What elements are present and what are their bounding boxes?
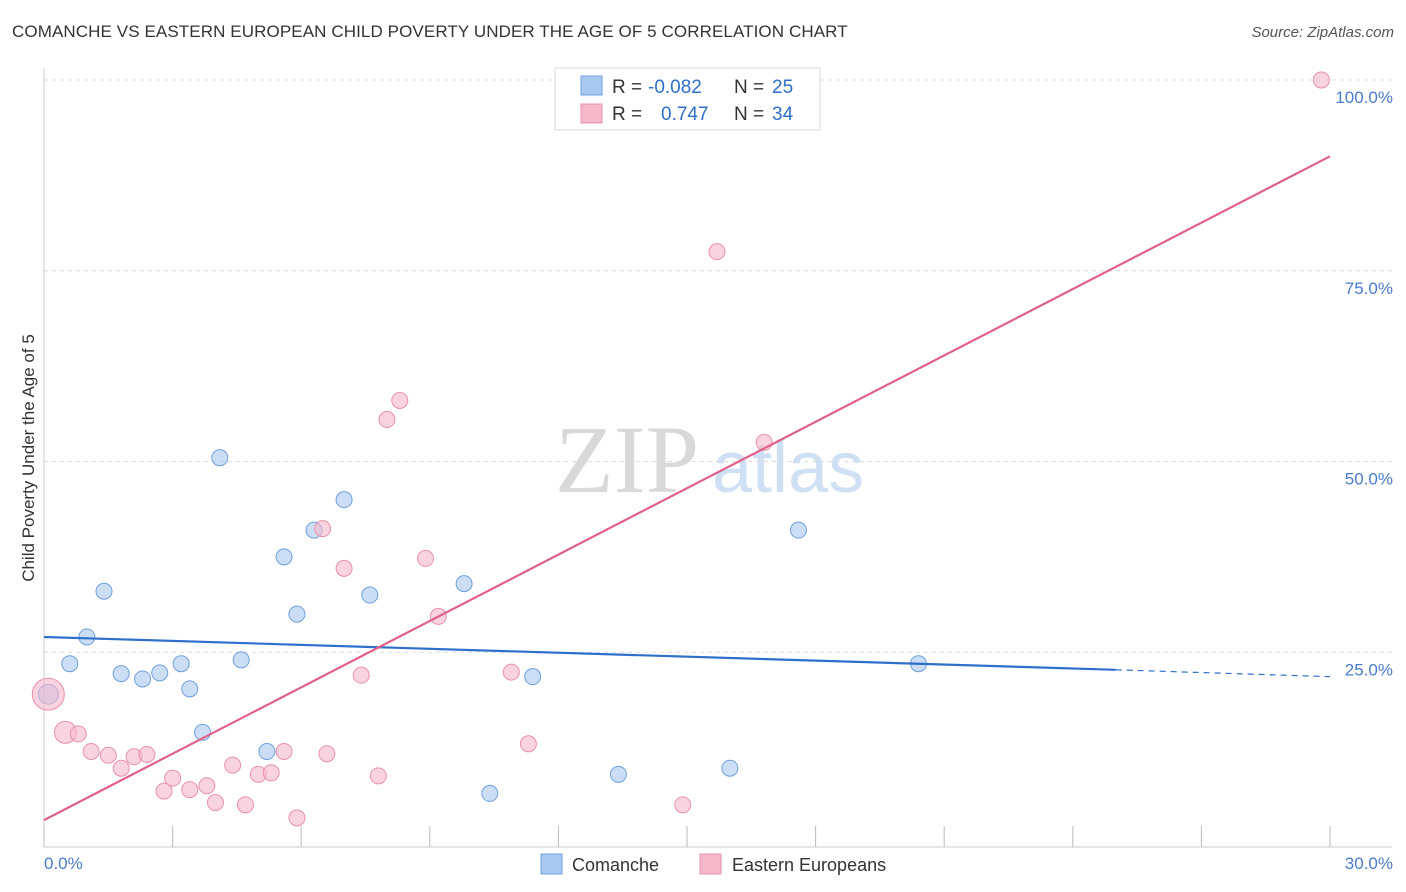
eastern-european-point: [288, 809, 306, 827]
comanche-point: [151, 664, 169, 682]
y-tick-label: 100.0%: [1335, 88, 1393, 107]
legend-n-label: N =: [734, 77, 764, 98]
comanche-point: [361, 586, 379, 604]
comanche-point: [112, 665, 130, 683]
comanche-point: [61, 655, 79, 673]
x-tick-label: 0.0%: [44, 854, 83, 873]
comanche-point: [134, 670, 152, 688]
eastern-european-point: [335, 559, 353, 577]
trend-lines: [43, 155, 1331, 822]
watermark-zip: ZIP: [555, 406, 699, 513]
comanche-point: [78, 628, 96, 646]
eastern-european-point: [502, 663, 520, 681]
comanche-trend-line: [43, 635, 1116, 671]
eastern-european-point: [31, 677, 65, 711]
eastern-european-point: [314, 520, 332, 538]
comanche-point: [258, 742, 276, 760]
eastern-european-point: [112, 759, 130, 777]
eastern-european-point: [198, 777, 216, 795]
legend-r-value: -0.082: [648, 77, 702, 98]
eastern-european-point: [206, 794, 224, 812]
y-tick-label: 50.0%: [1345, 470, 1393, 489]
eastern-european-point: [82, 742, 100, 760]
eastern-european-point: [318, 745, 336, 763]
comanche-point: [288, 605, 306, 623]
eastern-european-point: [164, 769, 182, 787]
tick-labels: 100.0% 75.0% 50.0% 25.0% 0.0% 30.0%: [44, 88, 1393, 873]
comanche-point: [181, 680, 199, 698]
eastern-european-point: [369, 767, 387, 785]
y-axis-title: Child Poverty Under the Age of 5: [19, 334, 38, 582]
bottom-legend: Comanche Eastern Europeans: [540, 853, 886, 875]
comanche-point: [95, 582, 113, 600]
legend-r-value: 0.747: [661, 104, 709, 125]
comanche-point: [172, 655, 190, 673]
y-tick-label: 75.0%: [1345, 279, 1393, 298]
eastern-european-point: [181, 781, 199, 799]
legend-n-value: 25: [772, 77, 793, 98]
legend-swatch-eastern-europeans: [580, 103, 603, 124]
comanche-point: [721, 759, 739, 777]
source-label: Source: ZipAtlas.com: [1251, 24, 1394, 41]
comanche-trend-extension: [1115, 669, 1331, 678]
eastern-european-point: [138, 745, 156, 763]
eastern-european-point: [417, 549, 435, 567]
eastern-european-point: [224, 756, 242, 774]
legend-n-label: N =: [734, 104, 764, 125]
comanche-point: [211, 449, 229, 467]
comanche-point: [481, 784, 499, 802]
legend-r-label: R =: [612, 77, 642, 98]
eastern-european-point: [708, 243, 726, 261]
bottom-legend-label-eastern-europeans: Eastern Europeans: [732, 855, 886, 875]
eastern-european-point: [99, 746, 117, 764]
comanche-point: [232, 651, 250, 669]
legend-r-label: R =: [612, 104, 642, 125]
watermark: ZIP atlas: [555, 406, 864, 513]
eastern-european-point: [275, 742, 293, 760]
data-points: [31, 71, 1330, 827]
comanche-point: [609, 765, 627, 783]
comanche-point: [455, 575, 473, 593]
y-tick-label: 25.0%: [1345, 660, 1393, 679]
eastern-european-point: [69, 725, 87, 743]
comanche-point: [789, 521, 807, 539]
bottom-legend-swatch-eastern-europeans: [699, 853, 722, 875]
eastern-european-trend-line: [43, 155, 1331, 822]
comanche-point: [275, 548, 293, 566]
x-tick-label: 30.0%: [1345, 854, 1393, 873]
axes: [43, 68, 1392, 848]
bottom-legend-swatch-comanche: [540, 853, 563, 875]
eastern-european-point: [262, 764, 280, 782]
eastern-european-point: [352, 666, 370, 684]
grid-lines: [44, 79, 1392, 653]
legend-box: R = -0.082 N = 25 R = 0.747 N = 34: [554, 67, 821, 131]
chart-title: COMANCHE VS EASTERN EUROPEAN CHILD POVER…: [12, 22, 848, 41]
bottom-legend-label-comanche: Comanche: [572, 855, 659, 875]
eastern-european-point: [236, 796, 254, 814]
legend-n-value: 34: [772, 104, 794, 125]
comanche-point: [335, 491, 353, 509]
eastern-european-point: [519, 735, 537, 753]
comanche-point: [524, 668, 542, 686]
watermark-atlas: atlas: [712, 428, 864, 508]
eastern-european-point: [1312, 71, 1330, 89]
eastern-european-point: [378, 411, 396, 429]
eastern-european-point: [391, 391, 409, 409]
eastern-european-point: [155, 782, 173, 800]
eastern-european-point: [674, 796, 692, 814]
legend-swatch-comanche: [580, 75, 603, 96]
